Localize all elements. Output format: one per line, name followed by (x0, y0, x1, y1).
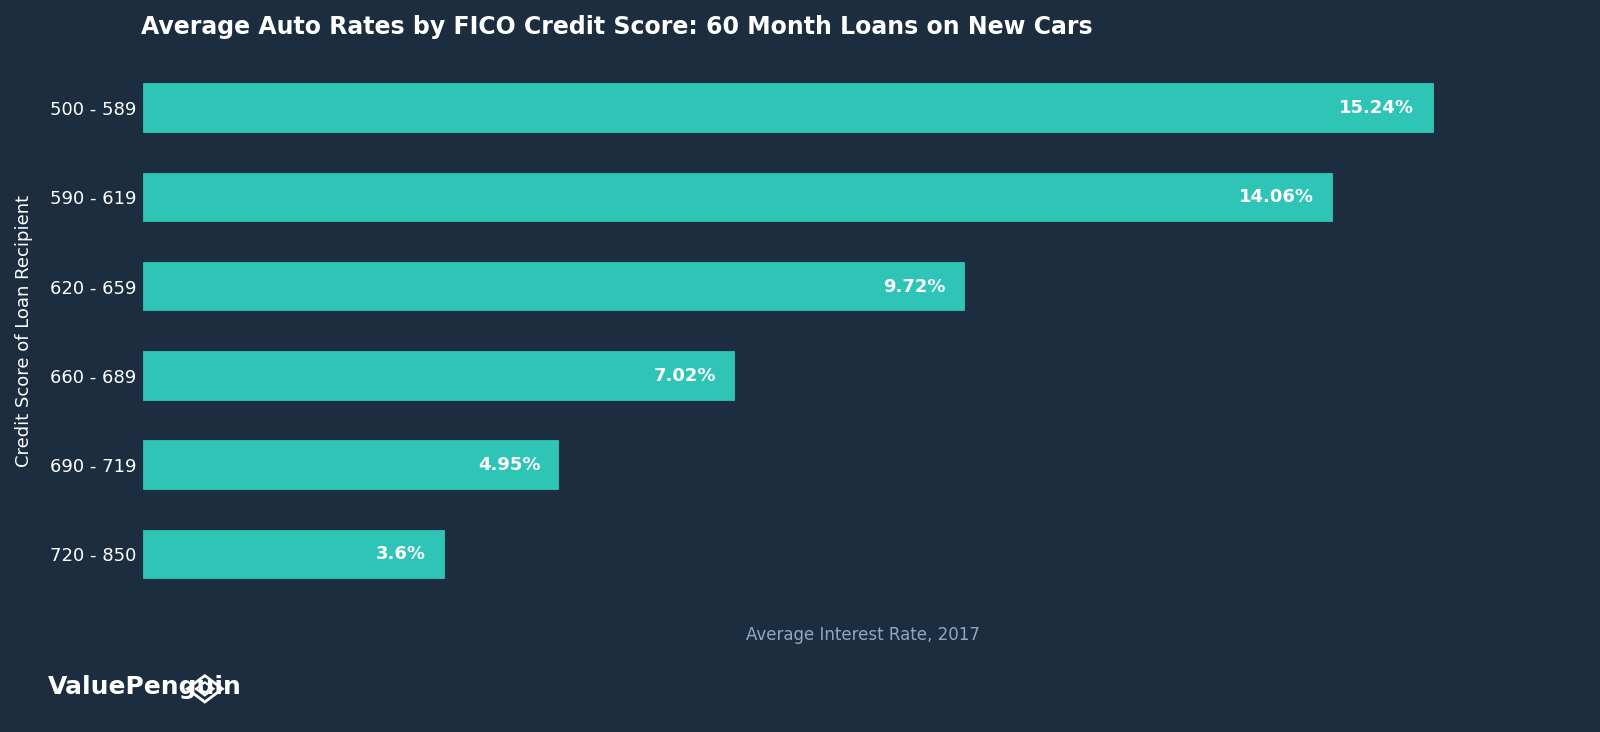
Text: 3.6%: 3.6% (376, 545, 426, 564)
X-axis label: Average Interest Rate, 2017: Average Interest Rate, 2017 (746, 626, 979, 644)
Y-axis label: Credit Score of Loan Recipient: Credit Score of Loan Recipient (14, 195, 34, 467)
Text: ValuePenguin: ValuePenguin (48, 675, 242, 699)
Bar (141, 349, 738, 403)
Bar (141, 171, 1336, 224)
Bar (141, 528, 446, 581)
Bar (141, 81, 1435, 135)
Text: Average Auto Rates by FICO Credit Score: 60 Month Loans on New Cars: Average Auto Rates by FICO Credit Score:… (141, 15, 1093, 39)
Text: 7.02%: 7.02% (653, 367, 717, 385)
Text: 4.95%: 4.95% (478, 456, 541, 474)
Text: 15.24%: 15.24% (1339, 99, 1414, 117)
Bar (141, 260, 966, 313)
Bar (141, 438, 562, 492)
Text: 9.72%: 9.72% (883, 277, 946, 296)
Text: 14.06%: 14.06% (1238, 188, 1314, 206)
